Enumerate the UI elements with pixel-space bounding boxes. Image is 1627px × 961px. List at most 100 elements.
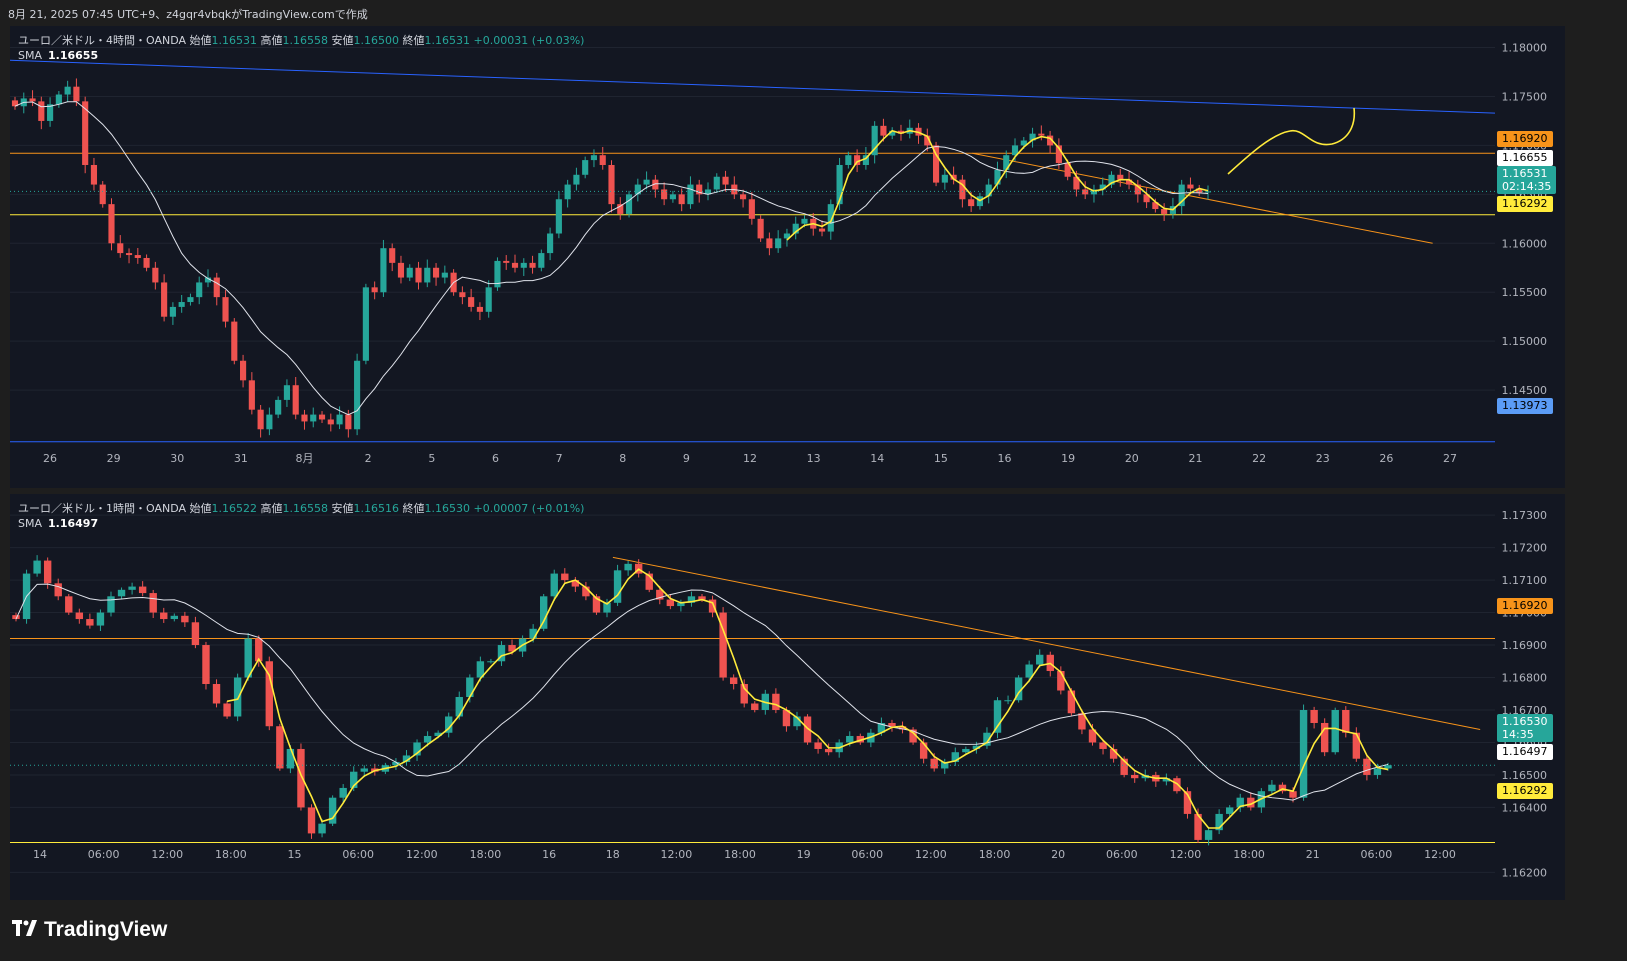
candle-body	[1289, 791, 1297, 798]
candle-body	[652, 179, 659, 190]
candle-body	[1310, 709, 1318, 723]
price-tag-support: 1.16292	[1497, 783, 1553, 799]
price-tag-support: 1.16292	[1497, 196, 1553, 212]
price-tag-sma: 1.16655	[1497, 150, 1553, 166]
symbol-label: ユーロ／米ドル・1時間・OANDA	[18, 502, 187, 515]
candle-body	[511, 262, 519, 268]
candle-body	[772, 693, 780, 710]
candle-body	[871, 125, 878, 156]
x-tick-label: 29	[107, 452, 121, 465]
candle-body	[257, 409, 264, 430]
candle-body	[1082, 189, 1089, 195]
candle-body	[441, 272, 448, 278]
candle-body	[1384, 765, 1392, 769]
y-tick-label: 1.16400	[1502, 801, 1548, 814]
x-tick-label: 5	[428, 452, 435, 465]
candle-body	[1004, 700, 1012, 702]
low-value: 1.16516	[353, 502, 400, 515]
tradingview-logo[interactable]: TradingView	[12, 918, 167, 942]
candle-body	[539, 596, 548, 629]
candle-body	[704, 189, 712, 195]
candle-body	[1014, 677, 1023, 701]
chart-panel-1h[interactable]: 1.173001.172001.171001.170001.169001.168…	[10, 494, 1565, 900]
sma-value: 1.16655	[48, 49, 99, 62]
candle-body	[550, 573, 558, 597]
candle-body	[487, 661, 495, 663]
ohlc-legend-1h: ユーロ／米ドル・1時間・OANDA 始値1.16522 高値1.16558 安値…	[18, 500, 584, 516]
candle-body	[1067, 690, 1076, 714]
x-tick-label: 8	[619, 452, 626, 465]
chart-panel-4h[interactable]: 1.180001.175001.170001.165001.160001.155…	[10, 26, 1565, 488]
candle-body	[459, 292, 466, 298]
candle-body	[740, 684, 748, 704]
candle-body	[1117, 174, 1124, 180]
candle-body	[345, 414, 352, 430]
close-value: 1.16531	[424, 34, 471, 47]
x-tick-label: 6	[492, 452, 499, 465]
candle-body	[1178, 184, 1185, 207]
candle-body	[608, 164, 615, 205]
candle-body	[392, 761, 400, 766]
chart-1h-svg[interactable]: 1.173001.172001.171001.170001.169001.168…	[10, 494, 1565, 900]
high-value: 1.16558	[282, 502, 329, 515]
x-tick-label: 15	[934, 452, 948, 465]
price-tag-sma: 1.16497	[1497, 744, 1553, 760]
candle-body	[266, 414, 273, 430]
x-tick-label: 12:00	[1424, 848, 1456, 861]
x-tick-label: 12:00	[915, 848, 947, 861]
low-label: 安値	[331, 502, 354, 515]
sma-legend-1h: SMA 1.16497	[18, 517, 98, 530]
candle-body	[924, 135, 931, 146]
candle-body	[677, 602, 685, 607]
candle-body	[255, 638, 263, 662]
candle-body	[751, 703, 759, 710]
candle-body	[757, 218, 764, 239]
candle-body	[99, 184, 106, 205]
candle-body	[476, 661, 485, 678]
candle-body	[181, 615, 189, 623]
x-tick-label: 26	[43, 452, 57, 465]
chart-4h-svg[interactable]: 1.180001.175001.170001.165001.160001.155…	[10, 26, 1565, 488]
candle-body	[950, 174, 957, 180]
candle-body	[43, 560, 52, 584]
candle-body	[1057, 671, 1065, 691]
price-tag-last: 1.16530 14:35	[1497, 714, 1553, 742]
open-label: 始値	[189, 34, 212, 47]
candle-body	[919, 742, 928, 759]
candle-body	[96, 612, 105, 626]
candle-body	[836, 164, 843, 205]
candle-body	[497, 645, 506, 662]
candle-body	[108, 204, 115, 244]
candle-body	[310, 414, 317, 422]
candle-body	[204, 277, 212, 283]
x-tick-label: 15	[288, 848, 302, 861]
candle-body	[962, 748, 970, 753]
candle-body	[827, 204, 834, 232]
candle-body	[1187, 184, 1194, 189]
candle-body	[898, 726, 907, 730]
candle-body	[538, 253, 545, 268]
x-tick-label: 06:00	[342, 848, 374, 861]
candle-body	[161, 282, 168, 317]
x-tick-label: 7	[556, 452, 563, 465]
candle-body	[1109, 748, 1118, 759]
y-tick-label: 1.17100	[1502, 574, 1548, 587]
y-tick-label: 1.18000	[1502, 42, 1548, 55]
candle-body	[932, 145, 940, 183]
x-tick-label: 31	[234, 452, 248, 465]
candle-body	[54, 583, 62, 597]
candle-body	[1131, 774, 1139, 779]
candle-body	[713, 176, 720, 190]
candle-body	[845, 155, 852, 165]
candle-body	[862, 155, 869, 165]
candle-body	[590, 155, 598, 161]
x-tick-label: 06:00	[1106, 848, 1138, 861]
sma-label: SMA	[18, 49, 42, 62]
candle-body	[582, 160, 589, 175]
candle-body	[529, 628, 537, 639]
last-price: 1.16531	[1502, 167, 1548, 180]
candle-body	[1278, 784, 1287, 792]
candle-body	[520, 262, 527, 268]
candle-body	[222, 297, 229, 322]
x-tick-label: 26	[1379, 452, 1393, 465]
